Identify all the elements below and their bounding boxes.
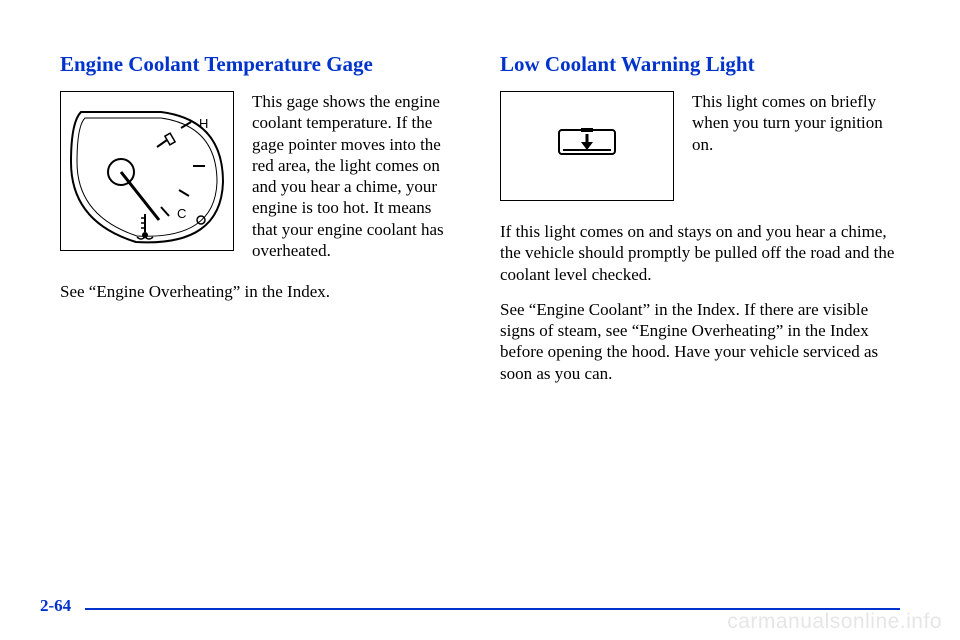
manual-page: Engine Coolant Temperature Gage	[0, 0, 960, 640]
gage-hot-label: H	[199, 116, 208, 131]
right-figure-row: This light comes on briefly when you tur…	[500, 91, 900, 201]
two-column-layout: Engine Coolant Temperature Gage	[60, 52, 900, 398]
right-heading: Low Coolant Warning Light	[500, 52, 900, 77]
low-coolant-figure	[500, 91, 674, 201]
temperature-gage-icon: H C	[61, 92, 235, 252]
left-para2: See “Engine Overheating” in the Index.	[60, 281, 460, 302]
left-heading: Engine Coolant Temperature Gage	[60, 52, 460, 77]
temperature-gage-figure: H C	[60, 91, 234, 251]
right-para3: See “Engine Coolant” in the Index. If th…	[500, 299, 900, 384]
left-figure-row: H C This gage shows the engine coolant t…	[60, 91, 460, 261]
thermometer-icon	[137, 214, 153, 239]
right-figure-text: This light comes on briefly when you tur…	[692, 91, 900, 201]
left-column: Engine Coolant Temperature Gage	[60, 52, 460, 398]
left-figure-text: This gage shows the engine coolant tempe…	[252, 91, 460, 261]
right-column: Low Coolant Warning Light This light com…	[500, 52, 900, 398]
low-coolant-icon	[557, 128, 617, 164]
page-number: 2-64	[40, 596, 71, 616]
watermark-text: carmanualsonline.info	[727, 610, 942, 634]
right-para2: If this light comes on and stays on and …	[500, 221, 900, 285]
gage-cold-label: C	[177, 206, 186, 221]
